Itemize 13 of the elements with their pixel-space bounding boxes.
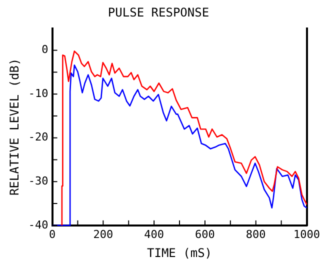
chart-title: PULSE RESPONSE <box>108 5 210 20</box>
x-tick-label: 800 <box>246 228 266 241</box>
y-tick-label: -40 <box>28 218 48 232</box>
x-tick-label: 600 <box>195 228 215 241</box>
y-tick-label: -30 <box>28 174 48 188</box>
y-tick-label: 0 <box>42 43 48 56</box>
y-tick-label: -10 <box>28 86 48 100</box>
x-axis-title: TIME (mS) <box>146 246 212 260</box>
x-tick-label: 1000 <box>294 228 320 241</box>
x-tick-label: 400 <box>144 228 164 241</box>
y-tick-label: -20 <box>28 130 48 144</box>
x-tick-label: 200 <box>93 228 114 241</box>
y-axis-title: RELATIVE LEVEL (dB) <box>7 58 22 196</box>
